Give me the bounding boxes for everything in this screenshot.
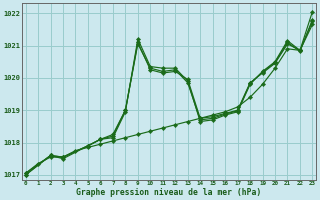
X-axis label: Graphe pression niveau de la mer (hPa): Graphe pression niveau de la mer (hPa) [76, 188, 262, 197]
